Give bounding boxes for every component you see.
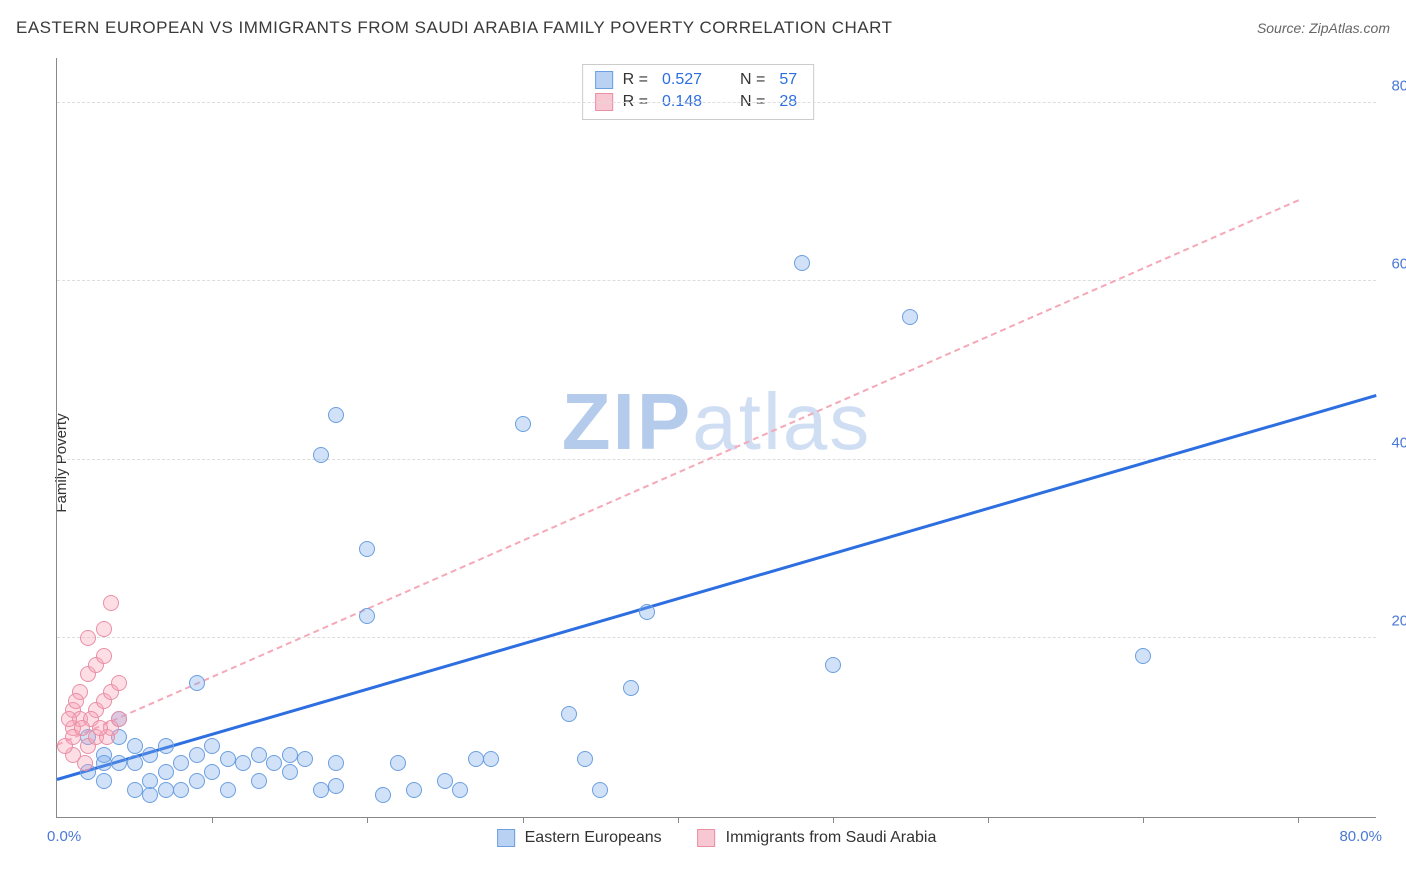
n-value-blue: 57 (779, 71, 797, 89)
y-tick-label: 20.0% (1391, 613, 1406, 630)
data-point-pink (92, 720, 108, 736)
x-tick (678, 817, 679, 823)
x-tick (988, 817, 989, 823)
data-point-blue (96, 755, 112, 771)
series-legend: Eastern Europeans Immigrants from Saudi … (497, 829, 937, 847)
data-point-blue (220, 782, 236, 798)
legend-row-blue: R = 0.527 N = 57 (595, 69, 802, 91)
data-point-blue (468, 751, 484, 767)
data-point-blue (189, 773, 205, 789)
x-tick (523, 817, 524, 823)
source-attribution: Source: ZipAtlas.com (1257, 20, 1390, 36)
data-point-blue (639, 604, 655, 620)
y-tick-label: 40.0% (1391, 434, 1406, 451)
data-point-blue (96, 773, 112, 789)
x-axis-min-label: 0.0% (47, 828, 81, 845)
data-point-blue (204, 764, 220, 780)
grid-line (57, 637, 1376, 638)
chart-title: EASTERN EUROPEAN VS IMMIGRANTS FROM SAUD… (16, 18, 893, 37)
data-point-blue (127, 782, 143, 798)
grid-line (57, 459, 1376, 460)
data-point-blue (375, 787, 391, 803)
data-point-blue (359, 608, 375, 624)
x-tick (833, 817, 834, 823)
data-point-blue (902, 309, 918, 325)
data-point-blue (189, 675, 205, 691)
plot-container: Family Poverty ZIPatlas R = 0.527 N = 57… (16, 50, 1390, 876)
data-point-blue (158, 764, 174, 780)
data-point-blue (297, 751, 313, 767)
data-point-blue (313, 782, 329, 798)
x-axis-max-label: 80.0% (1339, 828, 1382, 845)
y-tick-label: 80.0% (1391, 77, 1406, 94)
x-tick (212, 817, 213, 823)
chart-header: EASTERN EUROPEAN VS IMMIGRANTS FROM SAUD… (16, 18, 1390, 48)
data-point-blue (173, 782, 189, 798)
data-point-pink (111, 675, 127, 691)
data-point-blue (328, 407, 344, 423)
r-label: R = (623, 71, 648, 89)
data-point-blue (1135, 648, 1151, 664)
data-point-blue (142, 747, 158, 763)
data-point-blue (127, 738, 143, 754)
data-point-blue (220, 751, 236, 767)
data-point-pink (111, 711, 127, 727)
data-point-pink (80, 630, 96, 646)
data-point-blue (328, 778, 344, 794)
data-point-blue (189, 747, 205, 763)
x-tick (367, 817, 368, 823)
y-tick-label: 60.0% (1391, 256, 1406, 273)
x-tick (1298, 817, 1299, 823)
x-tick (1143, 817, 1144, 823)
data-point-pink (96, 648, 112, 664)
data-point-pink (96, 621, 112, 637)
scatter-plot-area: ZIPatlas R = 0.527 N = 57 R = 0.148 N = … (56, 58, 1376, 818)
data-point-blue (515, 416, 531, 432)
data-point-blue (328, 755, 344, 771)
legend-swatch-blue (595, 71, 613, 89)
data-point-blue (251, 747, 267, 763)
data-point-blue (313, 447, 329, 463)
data-point-blue (266, 755, 282, 771)
data-point-blue (561, 706, 577, 722)
legend-swatch-blue-bottom (497, 829, 515, 847)
correlation-legend: R = 0.527 N = 57 R = 0.148 N = 28 (582, 64, 815, 120)
data-point-blue (390, 755, 406, 771)
data-point-pink (103, 595, 119, 611)
data-point-blue (158, 782, 174, 798)
data-point-blue (282, 747, 298, 763)
data-point-blue (111, 755, 127, 771)
data-point-blue (825, 657, 841, 673)
series-label-pink: Immigrants from Saudi Arabia (726, 829, 937, 847)
data-point-blue (483, 751, 499, 767)
data-point-blue (437, 773, 453, 789)
n-label: N = (740, 71, 765, 89)
grid-line (57, 280, 1376, 281)
data-point-blue (204, 738, 220, 754)
data-point-blue (173, 755, 189, 771)
data-point-pink (68, 693, 84, 709)
data-point-blue (577, 751, 593, 767)
series-label-blue: Eastern Europeans (525, 829, 662, 847)
data-point-blue (142, 787, 158, 803)
data-point-blue (158, 738, 174, 754)
data-point-blue (406, 782, 422, 798)
data-point-blue (359, 541, 375, 557)
data-point-pink (74, 720, 90, 736)
data-point-pink (57, 738, 73, 754)
data-point-blue (127, 755, 143, 771)
data-point-blue (592, 782, 608, 798)
r-value-blue: 0.527 (662, 71, 702, 89)
watermark-bold: ZIP (562, 377, 692, 466)
data-point-blue (623, 680, 639, 696)
legend-swatch-pink-bottom (698, 829, 716, 847)
data-point-blue (794, 255, 810, 271)
data-point-pink (77, 755, 93, 771)
grid-line (57, 102, 1376, 103)
trend-line-blue (57, 394, 1377, 781)
data-point-blue (235, 755, 251, 771)
data-point-blue (282, 764, 298, 780)
data-point-blue (452, 782, 468, 798)
data-point-blue (251, 773, 267, 789)
